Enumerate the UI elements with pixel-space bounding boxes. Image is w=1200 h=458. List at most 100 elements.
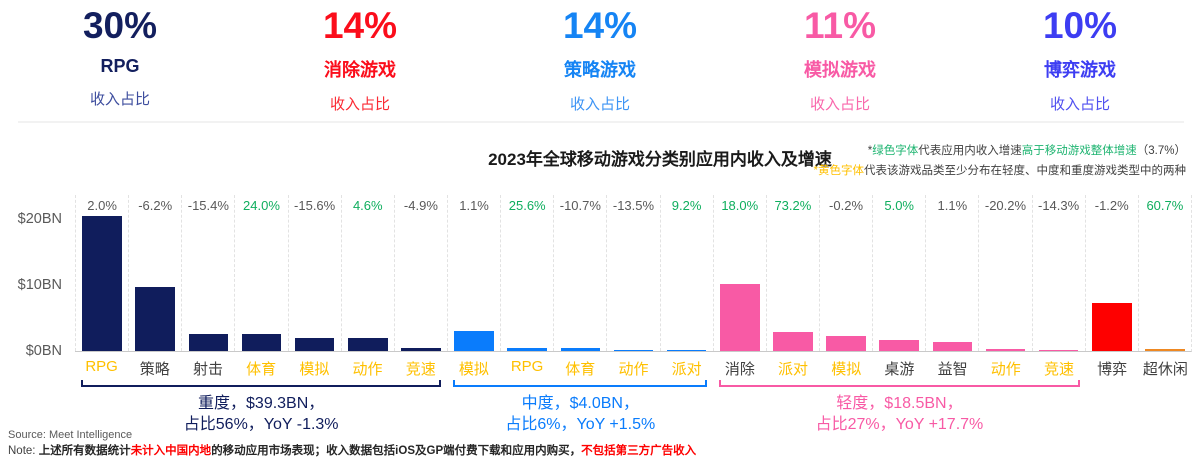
group-brace [81,380,442,387]
bar-slot: 1.1% [446,195,500,351]
bar-策略 [135,287,176,351]
growth-label: 24.0% [243,198,280,213]
header-stats: 30% RPG 收入占比 14% 消除游戏 收入占比 14% 策略游戏 收入占比 11% 模拟游戏收… [0,5,1200,114]
bar-slot: 9.2% [659,195,713,351]
annotations: *绿色字体代表应用内收入增速高于移动游戏整体增速（3.7%） *黄色字体代表该游戏… [814,142,1186,181]
genre-label: 竞速 [1043,361,1074,378]
bar-slot: -4.9% [393,195,447,351]
growth-label: 25.6% [508,198,546,213]
bar-slot: -6.2% [128,195,181,351]
annotation-line: *黄色字体代表该游戏品类至少分布在轻度、中度和重度游戏类型中的两种 [814,162,1186,182]
growth-label: -20.2% [984,198,1027,213]
stat-value: 30% [82,5,158,46]
bar-RPG [507,347,548,351]
growth-label: -1.2% [1094,198,1129,213]
growth-label: 1.1% [937,198,968,213]
stat-card: 14% 消除游戏收入占比 [240,5,480,114]
genre-label: 模拟 [831,361,862,378]
genre-label: 模拟 [458,361,489,378]
annotation-segment: * [867,145,873,157]
stat-share-label: 收入占比 [89,90,150,108]
annotation-segment: （3.7%） [1136,145,1186,157]
bar-益智 [932,341,973,351]
stat-share-label: 收入占比 [569,95,630,113]
genre-label: 动作 [990,361,1021,378]
stat-card: 11% 模拟游戏 收入占比 [720,5,960,114]
stat-share-label: 收入占比 [1049,95,1110,113]
group-label-line2: 占比6%，YoY +1.5% [505,416,656,434]
bar-slot: -14.3% [1031,195,1085,351]
growth-label: -14.3% [1038,198,1080,213]
genre-label: RPG [510,358,544,375]
bar-动作 [985,349,1026,351]
bar-博弈 [1091,302,1132,351]
growth-label: -10.7% [559,198,601,213]
growth-label: 2.0% [87,198,117,213]
bar-消除 [719,284,760,351]
note-segment: 不包括第三方广告收入 [581,445,697,457]
bar-slot: 1.1% [925,195,978,351]
bar-slot: -10.7% [553,195,606,351]
bar-模拟 [454,331,494,351]
genre-label: 超休闲 [1142,361,1188,378]
genre-label: 体育 [565,361,596,378]
growth-label: 60.7% [1146,198,1184,213]
genre-label: 竞速 [405,361,436,378]
genre-label: RPG [85,358,118,375]
group-label: 轻度，$18.5BN， 占比27%，YoY +17.7% [713,393,1085,435]
annotation-line: *绿色字体代表应用内收入增速高于移动游戏整体增速（3.7%） [814,142,1186,162]
genre-label: 体育 [246,361,277,378]
group-label-line1: 重度，$39.3BN， [198,395,325,412]
growth-label: 18.0% [721,198,759,213]
chart-title: 2023年全球移动游戏分类别应用内收入及增速 [488,150,832,169]
annotation-segment: *黄色字体 [813,164,864,177]
group-label-line2: 占比56%，YoY -1.3% [183,416,339,434]
stat-value: 14% [322,5,398,46]
annotation-segment: 高于移动游戏整体增速 [1021,145,1137,157]
header-divider [18,121,1184,123]
bar-slot: 25.6% [500,195,553,351]
annotation-segment: 代表该游戏品类至少分布在轻度、中度和重度游戏类型中的两种 [864,164,1186,177]
growth-label: -6.2% [138,198,173,213]
growth-label: -15.6% [294,198,336,213]
bar-动作 [347,338,388,351]
bar-竞速 [401,347,441,351]
stat-genre-label: 消除游戏 [324,59,396,80]
growth-label: 5.0% [884,198,914,213]
bar-动作 [613,349,654,351]
bar-slot: 5.0% [872,195,925,351]
bar-射击 [188,333,229,351]
growth-label: -4.9% [403,198,438,213]
genre-label: 策略 [139,361,170,378]
group-brace [719,380,1080,387]
bar-slot: -1.2% [1084,195,1138,351]
stat-share-label: 收入占比 [809,95,870,113]
bar-slot: 2.0% [75,195,128,351]
note-segment: 的移动应用市场表现；收入数据包括iOS及GP端付费下载和应用内购买， [211,445,582,457]
group-label-line1: 中度，$4.0BN， [521,395,639,412]
stat-card: 10% 博弈游戏 收入占比 [960,5,1200,114]
y-tick: $0BN [25,343,62,359]
plot-slots: 2.0% -6.2% -15.4% 24.0% -15.6% 4.6% -4.9% 1.1% 2… [75,195,1192,352]
group-brace [453,380,708,387]
bar-slot: 73.2% [765,195,819,351]
group-label-line1: 轻度，$18.5BN， [836,395,963,412]
source-text: Source: Meet Intelligence [8,429,133,441]
bar-slot: 18.0% [712,195,766,351]
note-prefix: Note: [8,445,39,457]
growth-label: 1.1% [459,198,489,213]
bar-slot: 4.6% [340,195,394,351]
genre-label: 动作 [352,361,383,378]
stat-card: 30% RPG 收入占比 [0,5,240,114]
bar-竞速 [1038,349,1079,351]
bar-模拟 [294,337,335,351]
bar-slot: -13.5% [606,195,659,351]
genre-label: 射击 [192,361,223,378]
note-segment: 上述所有数据统计 [38,445,131,457]
stat-value: 11% [803,5,876,46]
y-tick: $10BN [17,277,62,294]
x-labels: RPG 策略 射击 体育 模拟 动作 竞速 模拟 RPG 体育 动作 派对 消除 派对 模拟 桌游 益智 动作 竞速… [75,358,1192,379]
stat-value: 14% [562,5,638,46]
stat-share-label: 收入占比 [329,95,390,113]
